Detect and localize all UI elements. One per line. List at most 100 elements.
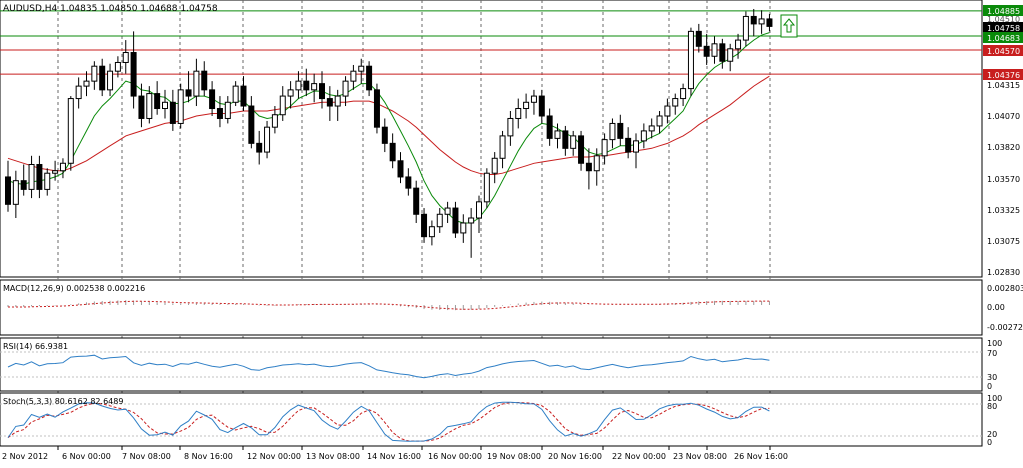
candle: [216, 96, 223, 128]
candle: [122, 40, 129, 74]
candle: [617, 114, 624, 146]
candle: [83, 71, 90, 97]
candle: [554, 123, 561, 149]
candle: [28, 155, 35, 199]
price-tick: 1.04315: [987, 81, 1020, 90]
candle: [342, 76, 349, 107]
macd-signal-line: [8, 300, 770, 310]
candle: [303, 68, 310, 97]
candle: [562, 125, 569, 156]
candle: [444, 201, 451, 223]
price-badge-red-2-text: 1.04376: [987, 71, 1020, 80]
candle: [491, 152, 498, 184]
candle: [240, 76, 247, 112]
candle: [99, 58, 106, 97]
candle: [515, 98, 522, 129]
price-tick: 1.02830: [987, 268, 1020, 277]
candle: [279, 86, 286, 121]
price-axis[interactable]: 1.04315 1.04070 1.03820 1.03570 1.03325 …: [983, 5, 1023, 277]
candle: [256, 130, 263, 165]
price-pane[interactable]: AUDUSD,H4 1.04835 1.04850 1.04688 1.0475…: [0, 0, 983, 446]
time-tick-label: 19 Nov 08:00: [487, 452, 541, 461]
time-tick-label: 6 Nov 00:00: [62, 452, 111, 461]
candle: [648, 118, 655, 139]
rsi-pane[interactable]: RSI(14) 66.9381 100 70 30 0: [0, 337, 1002, 392]
stochastic-main-line: [7, 401, 770, 442]
price-tick: 1.04510: [987, 15, 1020, 24]
candle: [428, 220, 435, 246]
candle: [326, 86, 333, 121]
candle: [5, 160, 11, 212]
time-tick-label: 8 Nov 16:00: [184, 452, 233, 461]
candle: [680, 83, 687, 107]
candle: [44, 168, 51, 196]
candle: [185, 71, 192, 103]
candle: [601, 133, 608, 165]
time-tick-label: 2 Nov 2012: [2, 452, 48, 461]
candle: [499, 130, 506, 169]
price-badge-green-low: [983, 32, 1023, 43]
stochastic-tick: 80: [987, 402, 997, 411]
candle: [585, 148, 592, 190]
candle: [52, 160, 59, 181]
candle: [695, 23, 702, 53]
candle: [703, 33, 710, 65]
macd-tick: -0.00272: [987, 323, 1023, 332]
candle: [735, 33, 742, 59]
candle: [727, 43, 734, 72]
candles: [5, 8, 773, 258]
rsi-tick: 100: [987, 339, 1002, 348]
candle: [405, 168, 412, 196]
up-arrow-icon[interactable]: [780, 14, 798, 38]
candle: [319, 71, 325, 109]
candle: [758, 10, 765, 34]
candle: [201, 61, 208, 97]
price-badge-high: [983, 5, 1023, 16]
candle: [460, 214, 467, 243]
rsi-line: [7, 354, 770, 379]
stochastic-tick: 100: [987, 394, 1002, 403]
candle: [154, 81, 161, 115]
candle: [209, 81, 216, 116]
candle: [719, 38, 726, 69]
candle: [711, 36, 718, 64]
candle: [36, 155, 43, 199]
candle: [625, 127, 632, 159]
time-axis[interactable]: 2 Nov 2012 6 Nov 00:00 7 Nov 08:00 8 Nov 16…: [0, 445, 982, 461]
candle: [107, 63, 114, 97]
candle: [114, 56, 121, 78]
candle: [750, 8, 757, 37]
horizontal-levels[interactable]: [0, 10, 982, 75]
candle: [452, 201, 459, 238]
price-badge-red-2: [983, 69, 1023, 80]
candle: [656, 111, 663, 134]
candle: [578, 130, 585, 171]
candle: [593, 148, 600, 186]
candle: [138, 83, 145, 128]
candle: [366, 61, 373, 97]
candle: [162, 89, 168, 119]
candle: [483, 168, 490, 209]
time-tick-label: 12 Nov 00:00: [247, 452, 301, 461]
candle: [224, 96, 231, 124]
price-badge-red-1-text: 1.04570: [987, 47, 1020, 56]
candle: [664, 98, 671, 124]
macd-tick: 0.00: [987, 303, 1005, 312]
time-tick-label: 16 Nov 00:00: [428, 452, 482, 461]
macd-tick: 0.002803: [987, 284, 1023, 293]
candle: [311, 73, 318, 103]
candle: [59, 158, 66, 179]
candle: [766, 13, 773, 32]
candle: [12, 170, 19, 219]
macd-label: MACD(12,26,9) 0.002538 0.002216: [3, 284, 145, 293]
macd-pane[interactable]: MACD(12,26,9) 0.002538 0.002216 0.002803…: [0, 279, 1023, 336]
candle: [146, 86, 153, 124]
stochastic-pane[interactable]: Stoch(5,3,3) 80.6162 82.6489 100 80 20 0: [0, 392, 1002, 447]
rsi-label: RSI(14) 66.9381: [3, 342, 68, 351]
stochastic-tick: 20: [987, 430, 997, 439]
candle: [91, 61, 98, 90]
price-badge-current-text: 1.04758: [987, 24, 1020, 33]
candle: [507, 111, 514, 146]
candle: [295, 71, 302, 99]
